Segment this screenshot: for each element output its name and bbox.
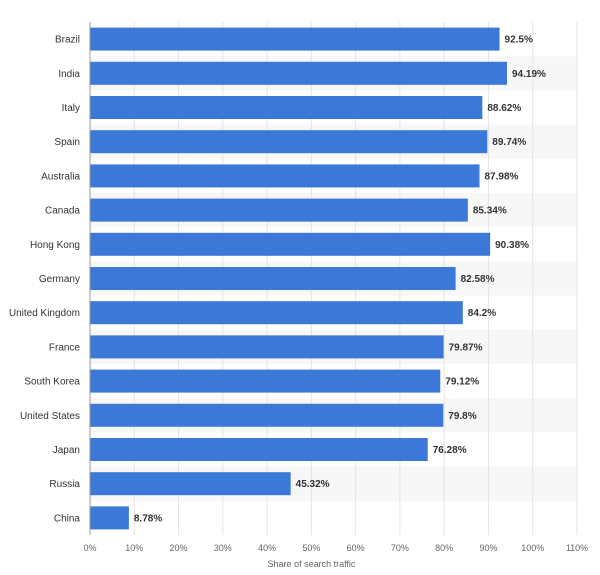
bar	[90, 472, 291, 496]
value-label: 92.5%	[505, 35, 533, 46]
category-labels: Brazil India Italy Spain Australia Canada Hong…	[9, 35, 81, 525]
value-label: 85.34%	[473, 206, 507, 217]
bar	[90, 198, 468, 222]
category-label: India	[58, 69, 80, 80]
x-tick-label: 70%	[391, 543, 409, 553]
category-label: Hong Kong	[30, 240, 80, 251]
category-label: Russia	[49, 479, 80, 490]
category-label: United States	[20, 411, 80, 422]
x-tick-label: 110%	[566, 543, 588, 553]
category-label: China	[54, 513, 81, 524]
value-label: 88.62%	[487, 103, 521, 114]
bar	[90, 61, 508, 85]
category-label: France	[49, 342, 81, 353]
bars	[90, 27, 508, 530]
value-label: 84.2%	[468, 308, 496, 319]
category-label: United Kingdom	[9, 308, 80, 319]
bar	[90, 335, 444, 359]
bar	[90, 403, 444, 427]
x-tick-label: 100%	[521, 543, 544, 553]
category-label: Italy	[62, 103, 80, 114]
x-tick-label: 20%	[170, 543, 188, 553]
x-tick-label: 90%	[479, 543, 497, 553]
value-label: 79.12%	[445, 377, 479, 388]
value-label: 82.58%	[461, 274, 495, 285]
x-tick-label: 10%	[125, 543, 143, 553]
bar	[90, 369, 441, 393]
value-label: 8.78%	[134, 513, 162, 524]
bar	[90, 506, 129, 530]
x-tick-label: 0%	[83, 543, 96, 553]
x-axis-title: Share of search traffic	[268, 559, 356, 569]
bar	[90, 267, 456, 290]
x-tick-labels: 0% 10% 20% 30% 40% 50% 60% 70% 80% 90% 100% 110%	[83, 543, 588, 553]
value-label: 89.74%	[492, 137, 526, 148]
bar	[90, 27, 500, 51]
category-label: Japan	[53, 445, 80, 456]
bar	[90, 301, 463, 325]
bar	[90, 164, 480, 188]
bar	[90, 96, 483, 119]
x-tick-label: 40%	[258, 543, 276, 553]
category-label: South Korea	[24, 377, 80, 388]
x-tick-label: 60%	[347, 543, 365, 553]
category-label: Germany	[39, 274, 80, 285]
bar	[90, 438, 428, 461]
value-label: 45.32%	[296, 479, 330, 490]
value-label: 76.28%	[433, 445, 467, 456]
category-label: Canada	[45, 206, 80, 217]
value-label: 90.38%	[495, 240, 529, 251]
value-label: 94.19%	[512, 69, 546, 80]
x-tick-label: 80%	[435, 543, 453, 553]
value-label: 87.98%	[485, 171, 519, 182]
value-labels: 92.5% 94.19% 88.62% 89.74% 87.98% 85.34% 90.38…	[134, 35, 546, 525]
category-label: Australia	[41, 171, 80, 182]
x-tick-label: 30%	[214, 543, 232, 553]
value-label: 79.87%	[449, 342, 483, 353]
value-label: 79.8%	[448, 411, 476, 422]
category-label: Spain	[54, 137, 80, 148]
x-tick-label: 50%	[302, 543, 320, 553]
bar	[90, 232, 491, 256]
bar	[90, 130, 488, 154]
category-label: Brazil	[55, 35, 80, 46]
